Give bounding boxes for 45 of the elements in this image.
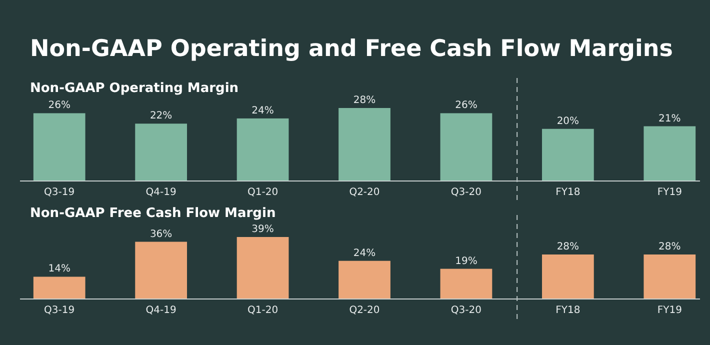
x-tick-label: FY19 xyxy=(657,305,682,316)
bar xyxy=(644,126,696,181)
bar xyxy=(135,124,188,181)
x-tick-label: Q1-20 xyxy=(247,187,278,198)
x-tick-label: FY18 xyxy=(556,305,580,316)
x-tick-label: Q3-19 xyxy=(44,187,75,198)
x-tick-label: Q4-19 xyxy=(146,187,176,198)
data-label: 28% xyxy=(353,95,376,106)
chart-title: Non-GAAP Free Cash Flow Margin xyxy=(30,206,276,221)
data-label: 14% xyxy=(48,264,70,275)
bar xyxy=(440,113,492,181)
bar xyxy=(644,254,696,299)
x-tick-label: Q2-20 xyxy=(349,187,380,198)
data-label: 22% xyxy=(150,110,172,122)
bar xyxy=(236,118,289,181)
bar xyxy=(33,276,86,299)
x-tick-label: Q3-19 xyxy=(44,305,75,316)
data-label: 26% xyxy=(455,100,478,112)
chart-subtitle: Non-GAAP Operating Margin xyxy=(30,81,239,96)
data-label: 19% xyxy=(455,256,478,267)
x-tick-label: FY19 xyxy=(657,187,682,198)
x-tick-label: Q1-20 xyxy=(247,305,278,316)
data-label: 24% xyxy=(353,248,376,259)
x-tick-label: Q4-19 xyxy=(146,305,176,316)
data-label: 20% xyxy=(556,116,580,127)
bar xyxy=(338,108,390,181)
bar xyxy=(440,268,492,299)
data-label: 28% xyxy=(658,241,681,252)
bar xyxy=(542,128,594,181)
bar xyxy=(542,254,594,299)
bar xyxy=(33,113,86,181)
data-label: 21% xyxy=(658,113,681,124)
x-tick-label: Q2-20 xyxy=(349,305,380,316)
data-label: 26% xyxy=(48,100,70,112)
bar xyxy=(135,242,188,299)
x-tick-label: Q3-20 xyxy=(450,305,482,316)
data-label: 39% xyxy=(252,224,274,235)
x-tick-label: FY18 xyxy=(556,187,580,198)
data-label: 24% xyxy=(252,105,274,116)
bar xyxy=(338,260,390,299)
bar xyxy=(236,237,289,299)
data-label: 28% xyxy=(556,241,580,252)
chart-title: Non-GAAP Operating and Free Cash Flow Margins xyxy=(30,36,673,62)
data-label: 36% xyxy=(150,228,172,240)
x-tick-label: Q3-20 xyxy=(450,187,482,198)
